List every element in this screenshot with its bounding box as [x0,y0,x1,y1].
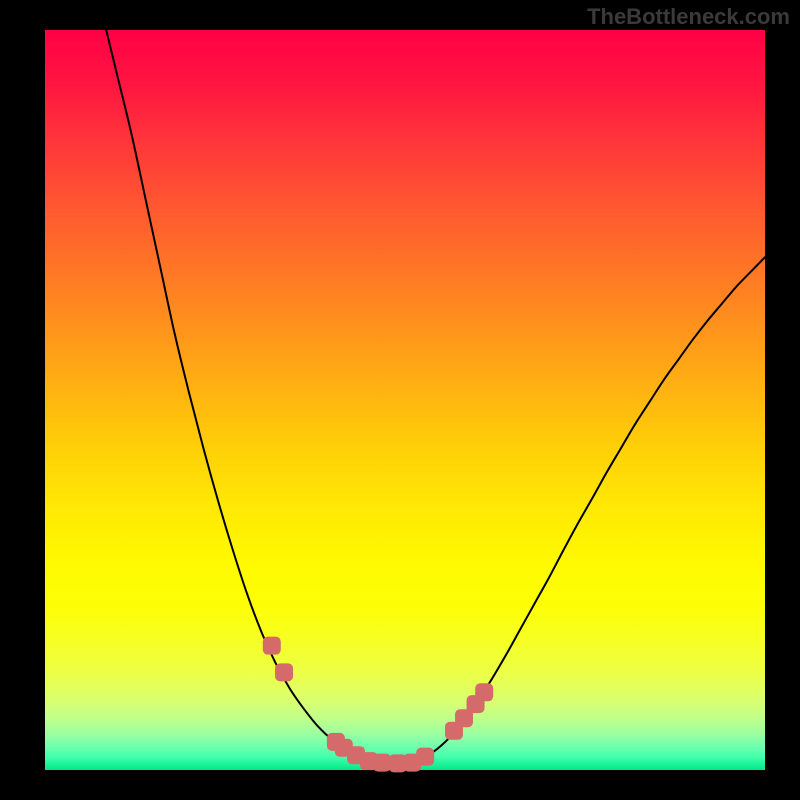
chart-svg [0,0,800,800]
bottleneck-chart: TheBottleneck.com [0,0,800,800]
watermark-label: TheBottleneck.com [587,4,790,30]
